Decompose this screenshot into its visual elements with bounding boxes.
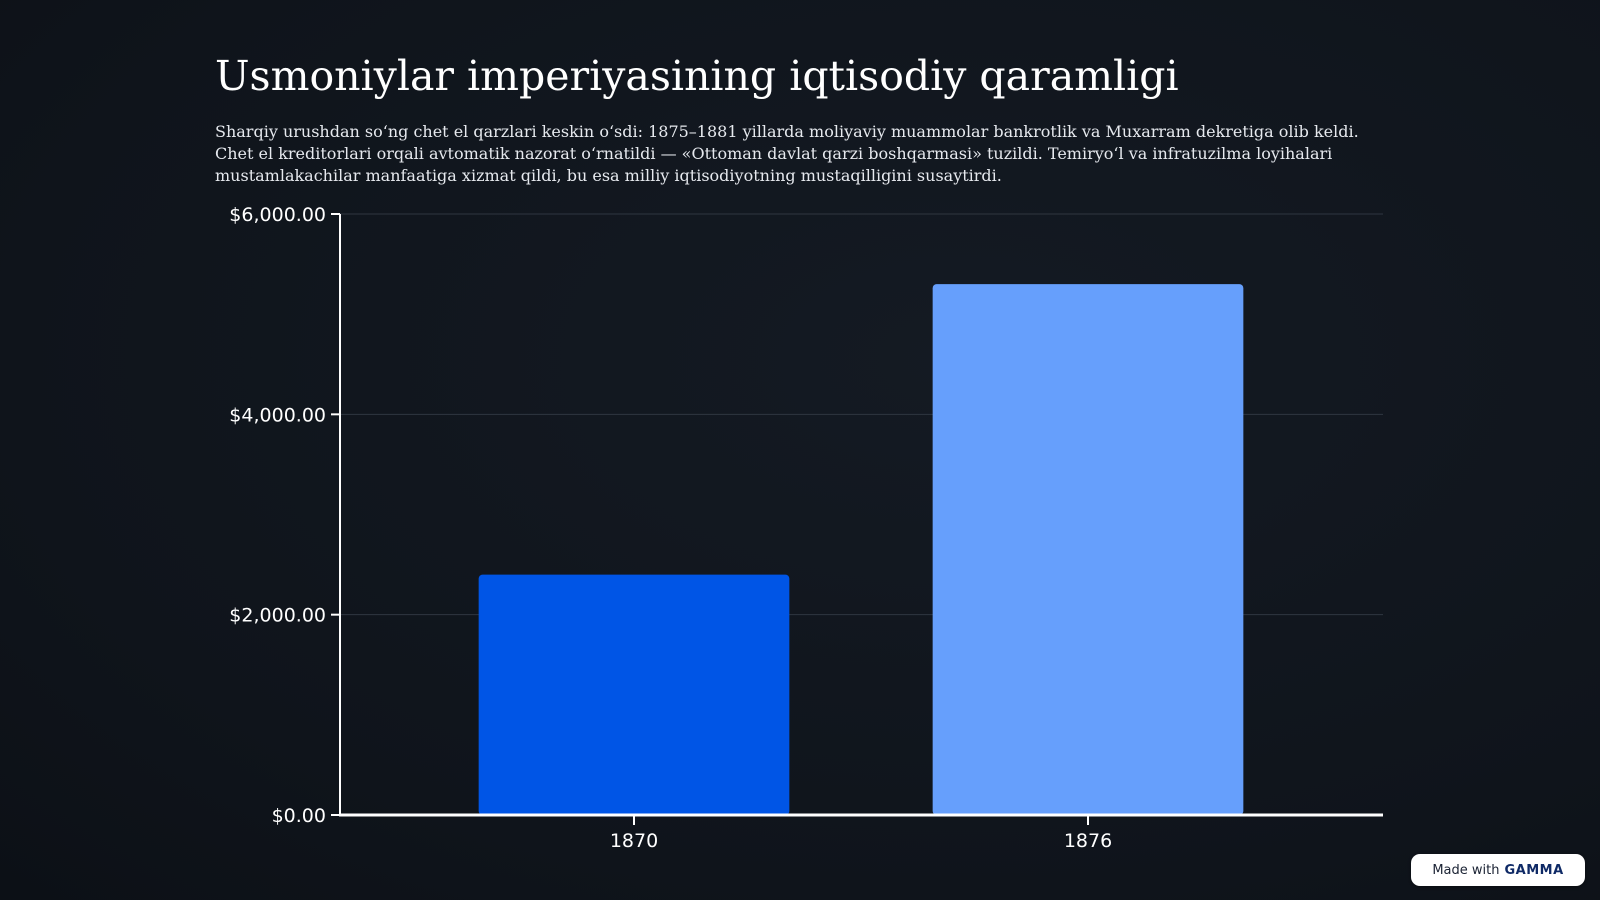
slide-description: Sharqiy urushdan so‘ng chet el qarzlari … — [215, 122, 1359, 185]
slide-title: Usmoniylar imperiyasining iqtisodiy qara… — [215, 52, 1179, 100]
y-tick-label: $4,000.00 — [229, 404, 326, 426]
made-with-gamma-badge[interactable]: Made with GAMMA — [1411, 854, 1585, 886]
y-tick-label: $2,000.00 — [229, 605, 326, 627]
x-axis: 1870 1876 — [339, 813, 1383, 852]
y-tick-label: $6,000.00 — [229, 204, 326, 226]
gamma-logo: GAMMA — [1504, 862, 1564, 878]
y-axis: $0.00 $2,000.00 $4,000.00 $6,000.00 — [229, 204, 341, 827]
bar-1870 — [478, 574, 790, 815]
bars — [478, 284, 1244, 815]
x-tick-label: 1876 — [1064, 830, 1112, 852]
bar-1876 — [932, 284, 1244, 815]
badge-prefix: Made with — [1432, 862, 1500, 878]
y-tick-label: $0.00 — [272, 805, 326, 827]
x-tick-label: 1870 — [610, 830, 658, 852]
